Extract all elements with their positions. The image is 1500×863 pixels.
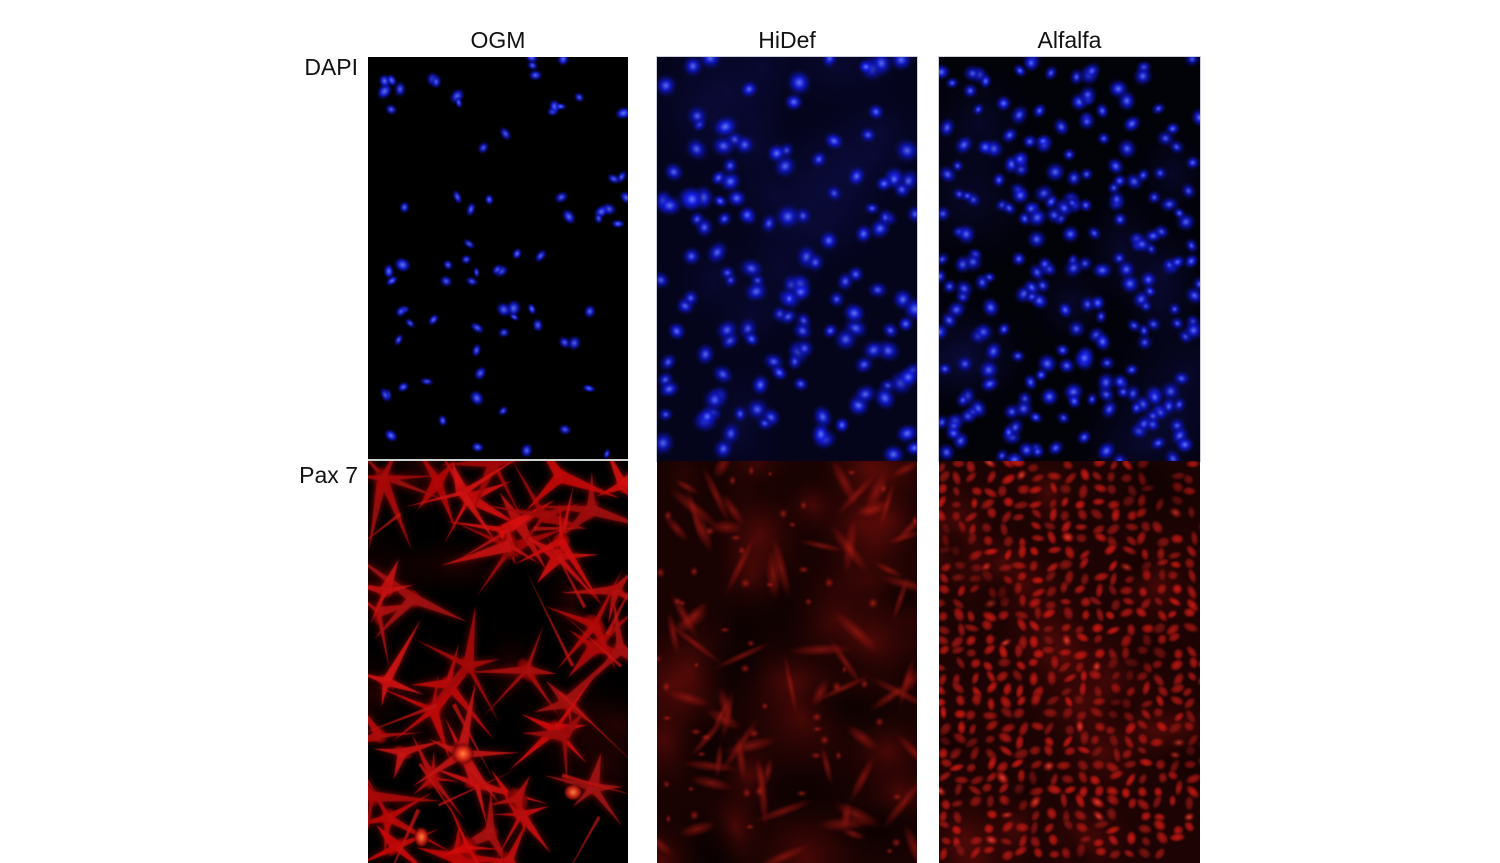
micrograph-hidef-pax7	[657, 461, 917, 863]
column-header-alfalfa: Alfalfa	[1037, 27, 1102, 53]
micrograph-alfalfa-pax7	[939, 461, 1200, 863]
micrograph-ogm-pax7	[368, 461, 628, 863]
row-label-dapi: DAPI	[304, 54, 358, 80]
micrograph-hidef-dapi	[657, 57, 917, 461]
row-label-pax7: Pax 7	[299, 462, 358, 488]
column-header-ogm: OGM	[470, 27, 526, 53]
micrograph-alfalfa-dapi	[939, 57, 1200, 461]
micrograph-ogm-dapi	[368, 57, 628, 461]
panel-divider	[368, 459, 628, 461]
column-header-hidef: HiDef	[758, 27, 816, 53]
